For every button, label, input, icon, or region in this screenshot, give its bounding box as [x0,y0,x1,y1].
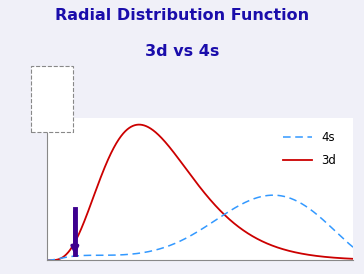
Text: 3d vs 4s: 3d vs 4s [145,44,219,59]
Legend: 4s, 3d: 4s, 3d [278,127,341,172]
Text: Radial Distribution Function: Radial Distribution Function [55,8,309,23]
